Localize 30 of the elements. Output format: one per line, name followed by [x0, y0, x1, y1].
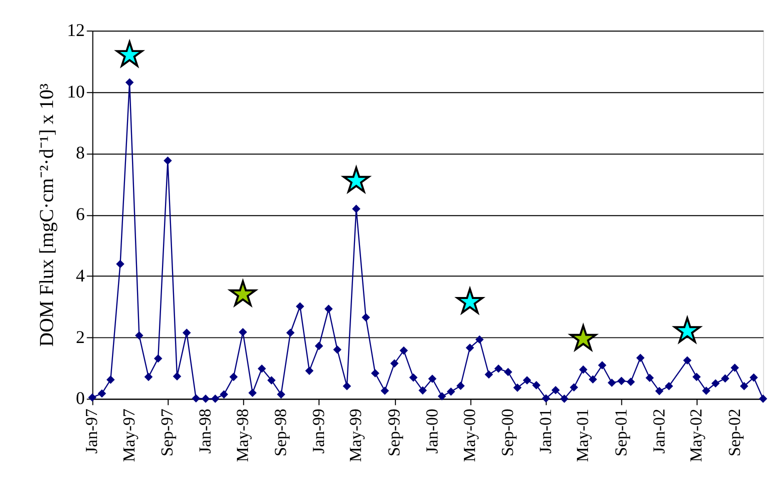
y-tick-label: 2	[76, 326, 85, 347]
x-tick-label: Jan-01	[536, 408, 555, 454]
x-tick-label: Jan-00	[422, 408, 442, 454]
y-tick-label: 4	[76, 265, 85, 286]
x-tick-label: Sep-99	[384, 408, 404, 456]
y-tick-label: 10	[66, 81, 85, 102]
x-tick-label: Sep-00	[498, 408, 518, 456]
y-tick-label: 8	[76, 142, 85, 163]
x-tick-label: Jan-97	[82, 408, 102, 454]
y-tick-label: 0	[76, 388, 85, 408]
x-tick-label: May-98	[232, 408, 252, 462]
x-tick-label: May-97	[120, 408, 139, 462]
y-axis-title: DOM Flux [mgC·cm⁻²·d⁻¹] x 10³	[36, 84, 58, 347]
x-tick-label: Sep-02	[724, 408, 744, 456]
x-tick-label: Jan-99	[308, 408, 328, 454]
y-tick-label: 12	[66, 20, 85, 40]
x-tick-label: May-00	[460, 408, 479, 462]
x-tick-label: Sep-97	[158, 408, 177, 456]
point	[456, 288, 484, 314]
x-tick-label: May-02	[686, 408, 706, 462]
x-tick-label: Jan-98	[196, 408, 215, 454]
point	[570, 324, 597, 350]
x-tick-label: Sep-98	[271, 408, 290, 456]
x-tick-label: Sep-01	[611, 408, 630, 456]
x-tick-label: May-01	[573, 408, 592, 462]
y-tick-label: 6	[76, 204, 85, 224]
x-tick-label: Jan-02	[649, 408, 668, 454]
point	[229, 280, 256, 306]
point	[342, 166, 370, 193]
x-tick-label: May-99	[346, 408, 366, 462]
